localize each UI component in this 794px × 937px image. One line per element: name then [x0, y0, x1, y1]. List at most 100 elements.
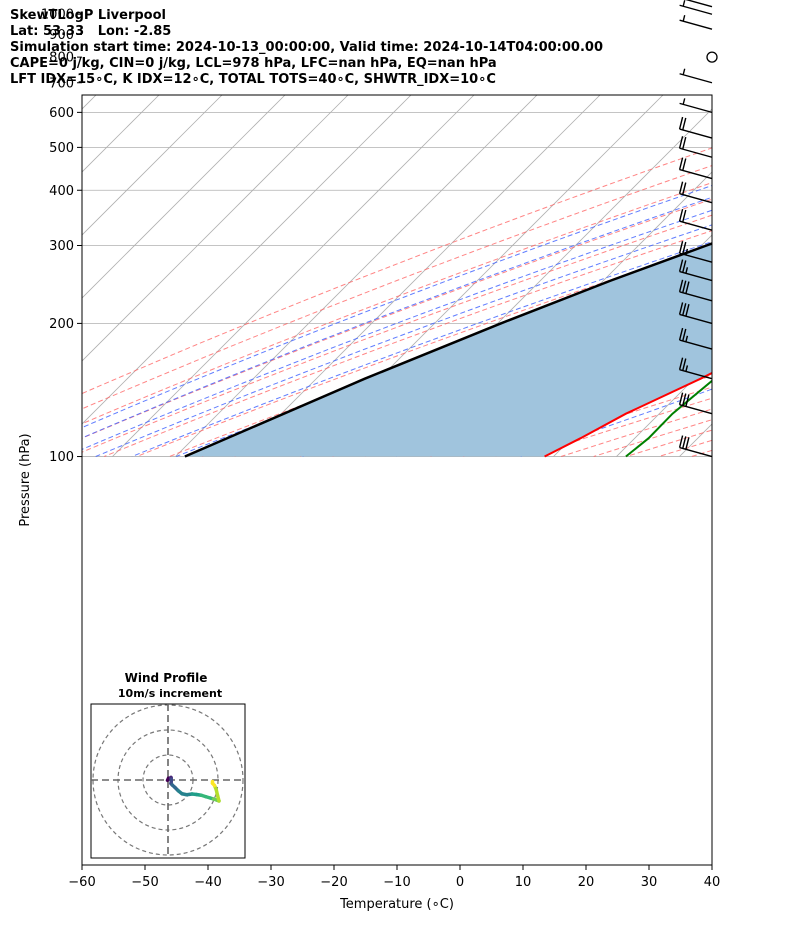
barb-full-feather: [678, 392, 684, 405]
barb-full-feather: [685, 281, 690, 294]
y-tick-label: 700: [49, 76, 74, 91]
barb-full-feather: [678, 181, 684, 194]
parcel-profile-line: [184, 242, 712, 458]
isotherm-line: [82, 95, 223, 236]
chart-title: SkewTLogP Liverpool: [10, 8, 166, 23]
barb-full-feather: [678, 327, 684, 341]
x-tick-label: −20: [320, 875, 347, 890]
isotherm-line: [82, 95, 412, 425]
barb-full-feather: [678, 279, 684, 292]
barb-full-feather: [682, 328, 687, 342]
barb-full-feather: [685, 303, 690, 317]
barb-half-feather: [685, 267, 689, 274]
dry-adiabat-line: [82, 165, 712, 410]
wind-barb: [678, 116, 713, 139]
wind-barb: [678, 241, 713, 263]
barb-full-feather: [682, 358, 687, 371]
barb-staff: [679, 291, 713, 302]
barb-staff: [679, 19, 713, 30]
barb-staff: [679, 446, 713, 458]
isotherm-line: [742, 7, 794, 457]
wind-barb: [678, 302, 713, 325]
x-tick-label: 40: [704, 875, 721, 890]
barb-full-feather: [678, 435, 684, 448]
x-tick-label: 20: [578, 875, 595, 890]
barb-full-feather: [678, 157, 684, 170]
barb-staff: [679, 192, 713, 204]
wind-barb: [678, 357, 713, 380]
y-axis-label: Pressure (hPa): [18, 433, 33, 526]
wind-barb: [678, 327, 713, 350]
grid-layer: [0, 7, 794, 457]
x-tick-label: 30: [641, 875, 658, 890]
wind-barb: [679, 68, 713, 84]
x-tick-label: 0: [456, 875, 464, 890]
wind-barb: [678, 435, 713, 458]
barb-half-feather: [682, 68, 686, 75]
barb-staff: [679, 339, 713, 350]
y-tick-label: 500: [49, 141, 74, 156]
barb-staff: [679, 368, 713, 380]
barb-half-feather: [685, 365, 689, 372]
wind-barb: [679, 15, 713, 30]
barb-full-feather: [678, 259, 684, 272]
barb-full-feather: [682, 393, 687, 406]
wind-barb: [678, 259, 713, 282]
barb-staff: [685, 0, 713, 8]
barb-staff: [679, 4, 713, 15]
barb-staff: [679, 147, 713, 158]
x-tick-label: −10: [383, 875, 410, 890]
isotherm-line: [112, 95, 475, 457]
barb-staff: [679, 404, 713, 415]
dry-adiabat-line: [104, 230, 712, 457]
barb-half-feather: [682, 15, 686, 22]
y-tick-label: 100: [49, 450, 74, 465]
y-tick-label: 1000: [41, 8, 74, 23]
hodograph-clip-group: [91, 704, 245, 858]
barb-full-feather: [682, 117, 687, 131]
dry-adiabat-line: [82, 198, 712, 439]
barb-staff: [679, 168, 713, 180]
wind-barb: [685, 0, 713, 8]
barb-full-feather: [678, 136, 684, 149]
barb-full-feather: [682, 209, 687, 223]
y-tick-label: 400: [49, 184, 74, 199]
y-tick-label: 200: [49, 317, 74, 332]
barb-half-feather: [682, 98, 686, 105]
barb-full-feather: [682, 260, 687, 273]
cape-line: CAPE=0 j/kg, CIN=0 j/kg, LCL=978 hPa, LF…: [10, 56, 497, 71]
wind-barb: [679, 98, 713, 114]
barb-full-feather: [678, 116, 684, 130]
x-axis-label: Temperature (∘C): [339, 897, 454, 912]
barb-staff: [679, 270, 713, 282]
hodograph-inset: Wind Profile 10m/s increment: [90, 671, 246, 859]
isotherm-line: [0, 7, 58, 457]
wind-barb: [678, 157, 713, 180]
cape-fill-layer: [184, 243, 712, 457]
isotherm-line: [175, 95, 538, 457]
time-line: Simulation start time: 2024-10-13_00:00:…: [10, 40, 603, 55]
barb-staff: [679, 128, 713, 139]
calm-wind-circle: [706, 51, 718, 63]
barb-full-feather: [678, 241, 684, 254]
x-tick-label: −60: [68, 875, 95, 890]
barb-full-feather: [682, 241, 687, 255]
x-tick-label: −40: [194, 875, 221, 890]
wind-barb: [678, 136, 713, 158]
barb-full-feather: [678, 357, 684, 370]
y-tick-label: 900: [49, 28, 74, 43]
wind-barbs-layer: [678, 0, 718, 458]
barb-full-feather: [682, 303, 687, 316]
y-tick-label: 300: [49, 239, 74, 254]
location-line: Lat: 53.33 Lon: -2.85: [10, 24, 172, 39]
barb-full-feather: [685, 437, 690, 450]
hodograph-subtitle: 10m/s increment: [118, 687, 222, 700]
barb-half-feather: [685, 248, 689, 256]
barb-half-feather: [682, 0, 686, 7]
x-tick-label: −50: [131, 875, 158, 890]
moist-adiabat-line: [82, 209, 712, 450]
dry-adiabat-line: [82, 182, 712, 425]
cape-cin-shading: [184, 243, 712, 457]
moist-adiabat-line: [95, 224, 712, 457]
